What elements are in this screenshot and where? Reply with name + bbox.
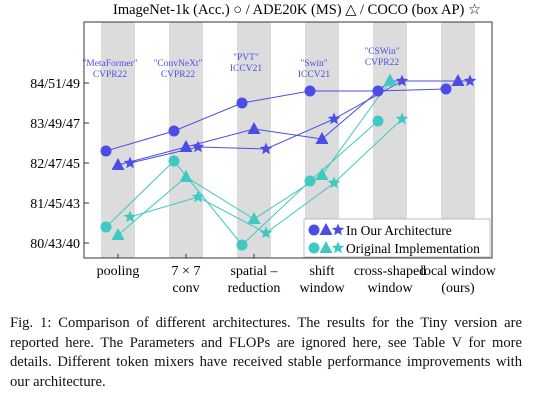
data-point — [236, 239, 248, 251]
model-annotation: CVPR22 — [161, 70, 196, 80]
data-point — [111, 158, 125, 170]
legend-circle-marker — [308, 224, 320, 236]
data-point — [168, 125, 180, 137]
model-annotation: "MetaFormer" — [82, 59, 137, 69]
data-point — [372, 115, 384, 127]
data-point — [168, 155, 180, 167]
data-point — [179, 170, 193, 182]
x-tick-label: spatial – — [230, 264, 278, 279]
data-point — [463, 74, 477, 87]
figure-caption: Fig. 1: Comparison of different architec… — [10, 315, 522, 390]
legend-star-marker — [331, 241, 345, 254]
plot-frame — [83, 21, 493, 259]
data-point — [372, 85, 384, 97]
model-annotation: CVPR22 — [365, 58, 400, 68]
data-point — [191, 190, 205, 203]
x-tick-label: reduction — [228, 281, 281, 296]
data-point — [395, 74, 409, 87]
model-annotation: CVPR22 — [93, 70, 128, 80]
data-point — [304, 85, 316, 97]
y-tick-label: 82/47/45 — [30, 157, 80, 172]
data-point — [440, 83, 452, 95]
data-point — [259, 226, 273, 239]
data-point — [179, 140, 193, 152]
data-point — [123, 156, 137, 169]
column-stripe — [441, 22, 475, 258]
model-annotation: ICCV21 — [298, 70, 330, 80]
data-point — [315, 132, 329, 144]
legend-star-marker — [331, 223, 345, 236]
data-point — [100, 221, 112, 233]
data-point — [395, 112, 409, 125]
model-annotation: ICCV21 — [230, 64, 262, 74]
chart-title: ImageNet-1k (Acc.) ○ / ADE20K (MS) △ / C… — [113, 2, 481, 18]
legend-circle-marker — [308, 242, 320, 254]
data-point — [259, 142, 273, 155]
data-point — [304, 175, 316, 187]
model-annotation: "Swin" — [300, 59, 327, 69]
series-line — [105, 88, 447, 152]
architecture-comparison-chart: 84/51/49 83/49/47 82/47/45 81/45/43 80/43/40… — [30, 2, 497, 296]
data-point — [236, 97, 248, 109]
y-tick-label: 80/43/40 — [30, 237, 80, 252]
data-point — [247, 212, 261, 224]
legend-label: In Our Architecture — [346, 223, 452, 238]
data-point — [100, 145, 112, 157]
data-point — [123, 210, 137, 223]
model-annotation: "CSWin" — [364, 47, 399, 57]
model-annotation: "PVT" — [233, 53, 259, 63]
x-tick-label: cross-shaped — [354, 264, 426, 279]
data-point — [451, 74, 465, 86]
x-tick-label: (ours) — [441, 281, 475, 296]
data-point — [327, 176, 341, 189]
data-point — [191, 140, 205, 153]
y-tick-label: 84/51/49 — [30, 77, 80, 92]
x-tick-label: conv — [172, 281, 199, 296]
x-tick-label: local window — [420, 264, 497, 279]
model-annotation: "ConvNeXt" — [154, 59, 203, 69]
x-tick-label: window — [367, 281, 413, 296]
x-tick-label: window — [299, 281, 345, 296]
x-tick-label: 7 × 7 — [172, 264, 201, 279]
data-point — [383, 74, 397, 86]
y-tick-label: 81/45/43 — [30, 197, 80, 212]
legend-label: Original Implementation — [346, 241, 480, 256]
x-tick-label: pooling — [97, 264, 140, 279]
legend-triangle-marker — [319, 241, 333, 253]
data-point — [315, 168, 329, 180]
legend-triangle-marker — [319, 223, 333, 235]
y-tick-label: 83/49/47 — [30, 117, 80, 132]
data-point — [247, 122, 261, 134]
data-point — [327, 112, 341, 125]
data-point — [111, 228, 125, 240]
x-tick-label: shift — [310, 264, 335, 279]
column-stripe — [373, 22, 407, 258]
